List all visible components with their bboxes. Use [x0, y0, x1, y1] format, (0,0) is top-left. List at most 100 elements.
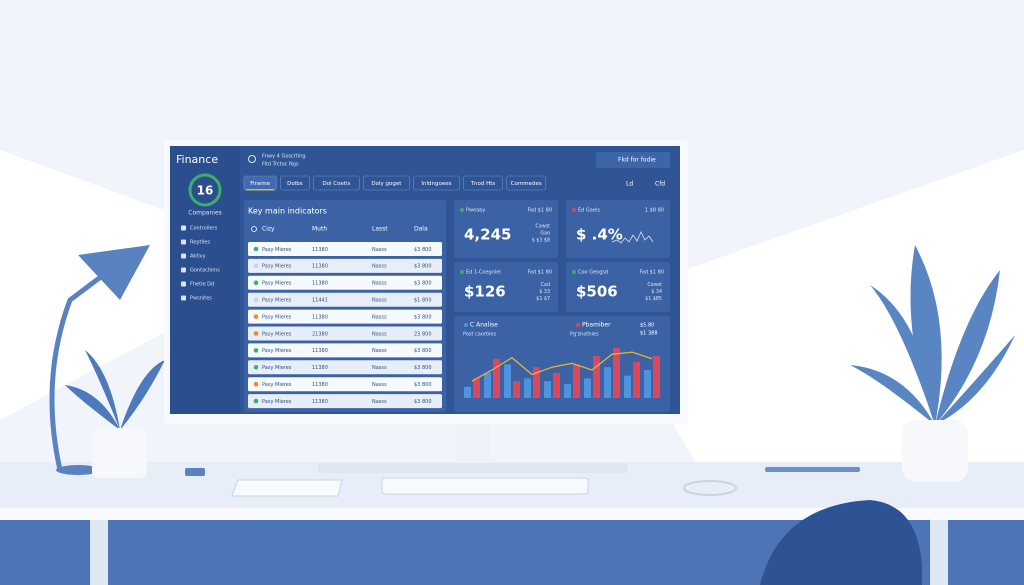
- user-button[interactable]: [596, 152, 670, 168]
- table-cell: Nasss: [372, 382, 387, 388]
- tab-label[interactable]: Tnod Hts: [470, 181, 496, 187]
- legend-swatch: [576, 323, 580, 327]
- header-icon: [248, 155, 256, 163]
- badge-label: Companies: [188, 210, 221, 217]
- status-dot: [253, 314, 259, 319]
- tab[interactable]: [413, 175, 460, 191]
- chart-subtitle: Post caorbies: [463, 332, 497, 338]
- nav-item[interactable]: Controllers: [190, 226, 218, 232]
- table-cell: $3 800: [414, 281, 432, 287]
- tab-label[interactable]: Dol Coetis: [322, 181, 350, 187]
- table-cell: 21380: [312, 331, 328, 337]
- card: [566, 262, 670, 312]
- bar: [573, 364, 580, 398]
- nav-icon[interactable]: [181, 267, 186, 273]
- header-line: Fnwy 4 Goscrting: [262, 154, 306, 160]
- monitor-base: [318, 463, 628, 473]
- lamp-head: [78, 245, 150, 300]
- table-cell: Pasy Mieres: [262, 264, 292, 270]
- tab[interactable]: [313, 175, 360, 191]
- card-meta: Fad $1 80: [527, 208, 552, 214]
- table-cell: $3 800: [414, 314, 432, 320]
- table-row[interactable]: [248, 360, 442, 375]
- bar: [584, 378, 591, 398]
- tab-label[interactable]: Inldngoees: [421, 181, 451, 187]
- table-cell: Pasy Mieres: [262, 348, 292, 354]
- sidebar: [170, 146, 240, 414]
- table-cell: Nasss: [372, 264, 387, 270]
- pen: [765, 467, 860, 472]
- card-title: Pweaby: [466, 208, 485, 214]
- nav-item[interactable]: Pwsnites: [190, 296, 212, 302]
- bar: [613, 347, 620, 398]
- card-meta: 1 $8 80: [645, 208, 664, 214]
- tab[interactable]: [506, 175, 547, 191]
- legend-label: C Analise: [470, 322, 498, 329]
- card-note: Cawst: [647, 282, 662, 288]
- nav-icon[interactable]: [181, 295, 186, 301]
- stapler: [185, 468, 205, 476]
- status-dot: [253, 280, 259, 286]
- tab[interactable]: [280, 175, 310, 191]
- nav-icon[interactable]: [181, 239, 186, 245]
- bar: [544, 381, 551, 398]
- nav-item[interactable]: Gontachims: [190, 268, 220, 274]
- status-dot: [253, 381, 259, 387]
- badge-ring: [188, 173, 222, 207]
- bar: [513, 381, 520, 398]
- tab-label[interactable]: Fineme: [250, 181, 271, 187]
- nav-item[interactable]: Aktivy: [190, 254, 206, 260]
- table-cell: 11380: [312, 247, 328, 253]
- card-meta: Fad $1 80: [527, 270, 552, 276]
- bar: [653, 356, 660, 398]
- table-cell: $3 800: [414, 399, 432, 405]
- bar: [464, 386, 471, 398]
- lamp-arm: [49, 268, 112, 471]
- table-row[interactable]: [248, 309, 442, 324]
- card-dot: [572, 270, 576, 274]
- bar: [564, 384, 571, 398]
- table-row[interactable]: [248, 394, 442, 409]
- bar: [473, 378, 480, 398]
- table-cell: 11380: [312, 382, 328, 388]
- card-value: $126: [464, 283, 506, 301]
- keyboard: [381, 477, 589, 495]
- status-dot: [253, 365, 259, 370]
- toolbar-label[interactable]: Ld: [626, 181, 633, 188]
- nav-item[interactable]: Fhetie Dd: [190, 282, 214, 288]
- bar: [624, 375, 631, 398]
- bar: [604, 367, 611, 398]
- tab-label[interactable]: Doly goget: [371, 181, 402, 187]
- table-row[interactable]: [248, 275, 442, 290]
- bar: [633, 361, 640, 398]
- card-value: $ .4%: [576, 225, 623, 243]
- nav-item[interactable]: Reptlies: [190, 240, 210, 246]
- table-cell: $1 800: [414, 298, 432, 304]
- table-row[interactable]: [248, 377, 442, 392]
- tab-label[interactable]: Dolbs: [287, 181, 303, 187]
- table-row[interactable]: [248, 258, 442, 273]
- table-row[interactable]: [248, 343, 442, 358]
- table-cell: Nasss: [372, 331, 387, 337]
- table-row[interactable]: [248, 242, 442, 256]
- table-row[interactable]: [248, 326, 442, 341]
- tab[interactable]: [363, 175, 410, 191]
- table-cell: 11441: [312, 298, 328, 304]
- table-cell: Pasy Mieres: [262, 399, 292, 405]
- nav-icon[interactable]: [181, 225, 186, 231]
- toolbar-label[interactable]: Cfd: [655, 181, 665, 188]
- card-dot: [572, 208, 576, 212]
- tab-label[interactable]: Commedes: [511, 181, 542, 187]
- table-cell: 11380: [312, 264, 328, 270]
- bar: [644, 370, 651, 398]
- table-cell: $3 800: [414, 348, 432, 354]
- tab[interactable]: [463, 175, 503, 191]
- user-name[interactable]: Fkd for fodie: [618, 157, 656, 164]
- nav-icon[interactable]: [181, 253, 186, 259]
- table-cell: 11380: [312, 399, 328, 405]
- table-cell: Pasy Mieres: [262, 281, 292, 287]
- nav-icon[interactable]: [181, 281, 186, 287]
- status-dot: [253, 263, 259, 269]
- table-row[interactable]: [248, 292, 442, 307]
